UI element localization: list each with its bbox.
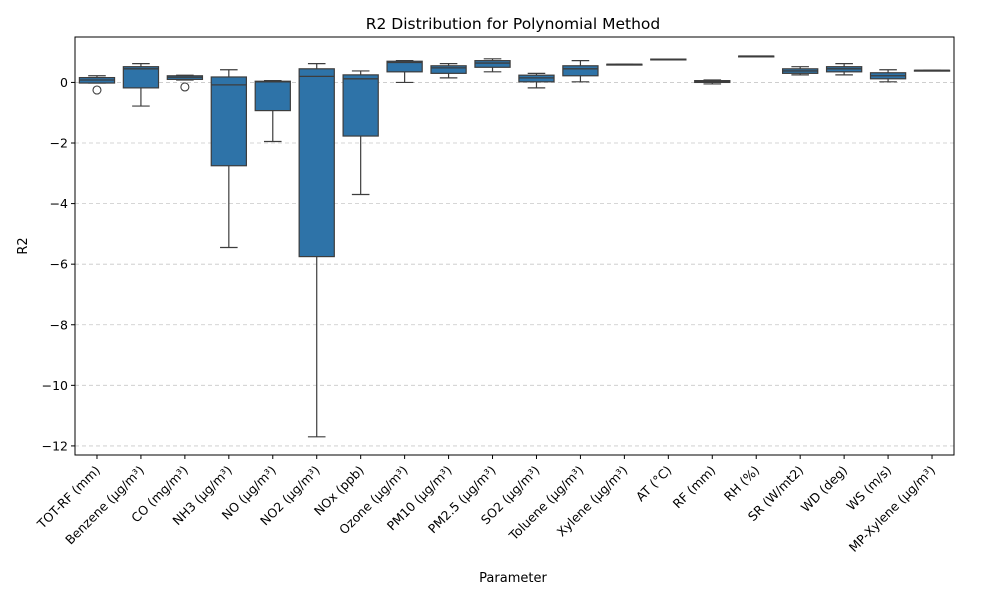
x-axis-title: Parameter: [479, 571, 547, 586]
outlier-point: [180, 82, 190, 92]
y-gridlines: [75, 82, 954, 447]
box-9: [430, 63, 467, 79]
y-tick-label: −2: [50, 136, 68, 151]
iqr-box: [562, 65, 599, 77]
plot-area-frame: [74, 36, 955, 456]
x-tick-label: WD (deg): [798, 463, 851, 516]
x-tick-label: Benzene (µg/m³): [62, 463, 147, 548]
box-10: [474, 58, 511, 73]
box-2: [122, 63, 160, 107]
outlier-point: [92, 85, 102, 95]
x-axis: TOT-RF (mm)Benzene (µg/m³)CO (mg/m³)NH3 …: [33, 455, 938, 555]
iqr-box: [430, 65, 467, 74]
x-tick-label: RH (%): [721, 463, 763, 505]
box-series: [78, 55, 951, 438]
box-1: [78, 75, 116, 95]
chart-title: R2 Distribution for Polynomial Method: [366, 15, 661, 33]
box-8: [386, 60, 423, 84]
iqr-box: [474, 60, 511, 68]
iqr-box: [342, 74, 379, 137]
iqr-box: [210, 76, 248, 167]
iqr-box: [122, 66, 160, 89]
box-6: [298, 63, 335, 438]
box-4: [210, 69, 248, 249]
box-18: [825, 63, 863, 76]
y-axis: −12 −10 −8 −6 −4 −2 0: [42, 75, 75, 453]
y-tick-label: 0: [60, 75, 68, 90]
box-7: [342, 70, 379, 196]
y-tick-label: −8: [50, 317, 68, 332]
y-tick-label: −12: [42, 438, 68, 453]
y-tick-label: −4: [50, 196, 68, 211]
x-tick-label: RF (mm): [670, 463, 719, 512]
box-3: [166, 74, 204, 92]
box-19: [869, 69, 907, 83]
iqr-box: [254, 80, 291, 112]
box-12: [562, 60, 599, 83]
box-17: [781, 66, 819, 76]
iqr-box: [298, 68, 335, 258]
box-15: [694, 79, 731, 85]
iqr-box: [386, 60, 423, 73]
y-tick-label: −6: [50, 257, 68, 272]
x-tick-label: Toluene (µg/m³): [505, 463, 586, 544]
box-11: [518, 72, 555, 89]
x-tick-label: MP-Xylene (µg/m³): [846, 463, 938, 555]
box-5: [254, 80, 291, 143]
box-13: [606, 63, 643, 66]
box-14: [650, 58, 687, 61]
y-tick-label: −10: [42, 378, 68, 393]
x-tick-label: AT (°C): [633, 463, 675, 505]
box-16: [738, 55, 775, 58]
y-axis-title: R2: [16, 237, 31, 254]
box-20: [913, 69, 951, 72]
